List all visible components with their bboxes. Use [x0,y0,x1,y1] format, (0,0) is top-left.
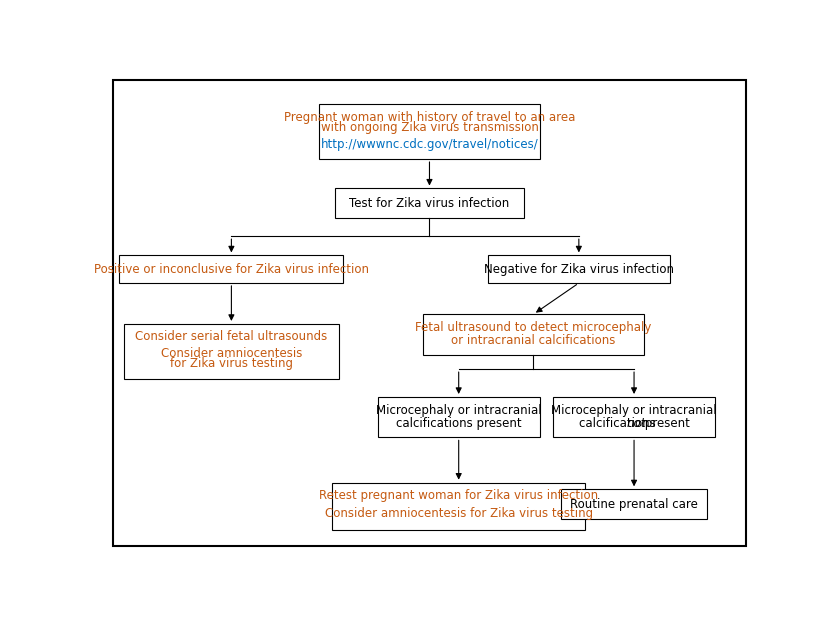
Text: with ongoing Zika virus transmission: with ongoing Zika virus transmission [321,122,538,135]
Bar [553,397,716,438]
Text: Consider serial fetal ultrasounds: Consider serial fetal ultrasounds [135,330,328,343]
Text: Positive or inconclusive for Zika virus infection: Positive or inconclusive for Zika virus … [94,263,369,276]
Bar [124,324,339,379]
Text: Routine prenatal care: Routine prenatal care [570,498,698,510]
Text: Retest pregnant woman for Zika virus infection: Retest pregnant woman for Zika virus inf… [319,489,598,502]
Text: Pregnant woman with history of travel to an area: Pregnant woman with history of travel to… [284,111,575,124]
Text: calcifications present: calcifications present [396,417,521,430]
Text: Consider amniocentesis for Zika virus testing: Consider amniocentesis for Zika virus te… [324,507,592,520]
Bar [561,489,707,519]
Bar [423,314,644,355]
Text: present: present [640,417,690,430]
Bar [332,482,586,530]
Text: not: not [626,417,645,430]
Bar [378,397,540,438]
Text: or intracranial calcifications: or intracranial calcifications [451,334,616,347]
Bar [119,255,344,283]
Text: Negative for Zika virus infection: Negative for Zika virus infection [484,263,674,276]
Text: for Zika virus testing: for Zika virus testing [170,356,293,370]
Bar [319,104,540,159]
Bar [335,188,524,218]
Text: Fetal ultrasound to detect microcephaly: Fetal ultrasound to detect microcephaly [415,321,652,334]
Text: Consider amniocentesis: Consider amniocentesis [161,347,302,360]
Text: http://wwwnc.cdc.gov/travel/notices/: http://wwwnc.cdc.gov/travel/notices/ [321,138,538,151]
Bar [488,255,670,283]
Text: Microcephaly or intracranial: Microcephaly or intracranial [551,404,716,417]
Text: Microcephaly or intracranial: Microcephaly or intracranial [376,404,541,417]
Text: Test for Zika virus infection: Test for Zika virus infection [349,197,510,210]
Text: calcifications: calcifications [579,417,660,430]
